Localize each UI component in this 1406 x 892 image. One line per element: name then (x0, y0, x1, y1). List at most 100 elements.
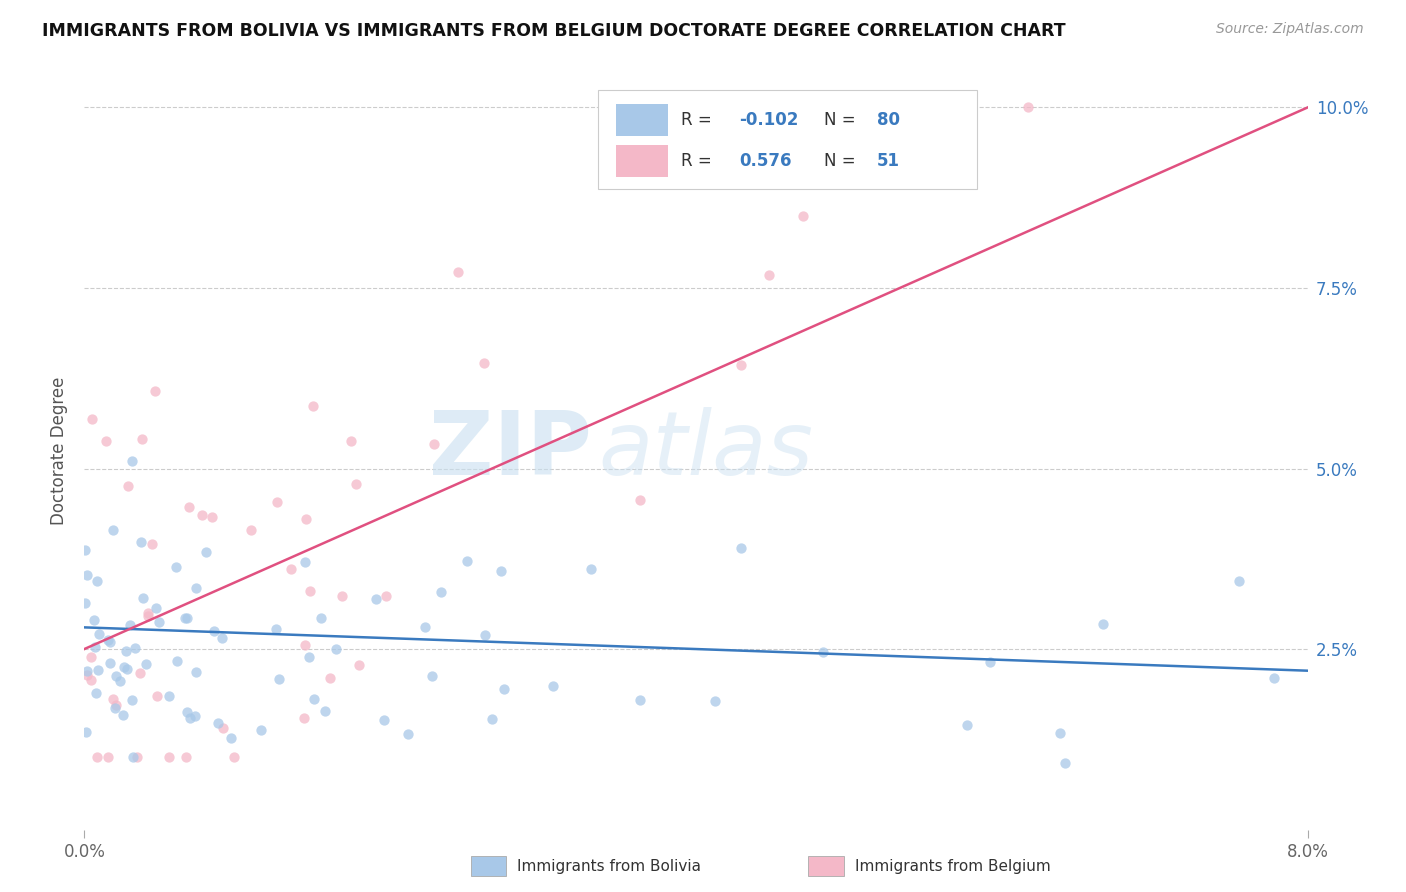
Point (340, 434, 363, 448)
Point (104, 698, 127, 712)
Point (1091, 617, 1114, 632)
Point (420, 668, 443, 682)
Point (240, 523, 263, 537)
Point (86, 574, 108, 588)
Text: N =: N = (824, 152, 862, 169)
Point (299, 584, 322, 599)
Text: atlas: atlas (598, 408, 813, 493)
Point (423, 437, 446, 451)
FancyBboxPatch shape (598, 90, 977, 189)
Point (730, 541, 752, 555)
Text: Immigrants from Bolivia: Immigrants from Bolivia (517, 859, 702, 873)
Text: 80: 80 (877, 111, 900, 128)
Point (174, 750, 197, 764)
Point (184, 665, 207, 679)
Point (207, 716, 229, 731)
Point (75, 725, 97, 739)
Point (264, 622, 287, 636)
Point (302, 692, 325, 706)
Point (792, 209, 814, 223)
Point (730, 358, 752, 372)
Point (250, 723, 273, 737)
Point (447, 265, 470, 279)
Point (176, 611, 198, 625)
Point (121, 453, 143, 467)
Point (143, 384, 166, 398)
Point (481, 712, 503, 726)
Point (579, 562, 602, 576)
Point (135, 657, 157, 671)
Point (373, 713, 395, 727)
Point (148, 615, 170, 629)
Point (79, 673, 101, 687)
Point (174, 611, 197, 625)
Point (219, 731, 242, 745)
Point (112, 708, 135, 723)
Point (80, 650, 103, 665)
Text: -0.102: -0.102 (738, 111, 799, 128)
Bar (616, 104, 668, 136)
Text: 0.576: 0.576 (738, 152, 792, 169)
Point (979, 655, 1001, 669)
Point (813, 645, 835, 659)
Point (375, 589, 398, 603)
Point (456, 554, 478, 568)
Point (141, 537, 163, 551)
Point (267, 672, 290, 686)
Point (76, 568, 98, 582)
Point (541, 679, 564, 693)
Point (166, 654, 188, 668)
Point (131, 591, 153, 605)
Point (298, 650, 321, 665)
Point (128, 665, 150, 680)
Point (122, 750, 145, 764)
Point (87, 663, 110, 677)
Point (311, 610, 333, 624)
Point (97, 750, 120, 764)
Point (280, 561, 302, 575)
Point (413, 620, 436, 634)
Text: R =: R = (682, 152, 723, 169)
Point (292, 711, 315, 725)
Text: R =: R = (682, 111, 717, 128)
Point (201, 510, 224, 524)
Point (314, 704, 336, 718)
Point (75, 595, 97, 609)
Point (212, 721, 235, 735)
Point (184, 582, 207, 596)
Point (115, 662, 138, 676)
Point (430, 585, 453, 599)
Point (80, 411, 103, 425)
Text: Immigrants from Belgium: Immigrants from Belgium (855, 859, 1050, 873)
Point (97, 633, 120, 648)
Point (344, 476, 367, 491)
Point (145, 600, 167, 615)
Point (494, 681, 516, 696)
Point (266, 495, 288, 509)
Point (294, 512, 316, 526)
Point (124, 641, 146, 656)
Text: N =: N = (824, 111, 862, 128)
Point (96, 434, 118, 448)
Point (157, 750, 180, 764)
Point (136, 606, 159, 620)
Point (84, 686, 107, 700)
Point (349, 658, 371, 673)
Point (1263, 671, 1285, 685)
Point (104, 668, 127, 682)
Point (211, 631, 233, 645)
Point (108, 674, 131, 689)
Point (184, 709, 207, 723)
Text: Source: ZipAtlas.com: Source: ZipAtlas.com (1216, 22, 1364, 37)
Point (191, 508, 214, 522)
Point (177, 500, 200, 514)
Point (294, 555, 316, 569)
Point (396, 727, 419, 741)
Point (112, 660, 135, 674)
Point (115, 643, 138, 657)
Bar (616, 145, 668, 177)
Text: IMMIGRANTS FROM BOLIVIA VS IMMIGRANTS FROM BELGIUM DOCTORATE DEGREE CORRELATION : IMMIGRANTS FROM BOLIVIA VS IMMIGRANTS FR… (42, 22, 1066, 40)
Point (131, 432, 153, 446)
Point (758, 268, 780, 282)
Point (179, 711, 201, 725)
